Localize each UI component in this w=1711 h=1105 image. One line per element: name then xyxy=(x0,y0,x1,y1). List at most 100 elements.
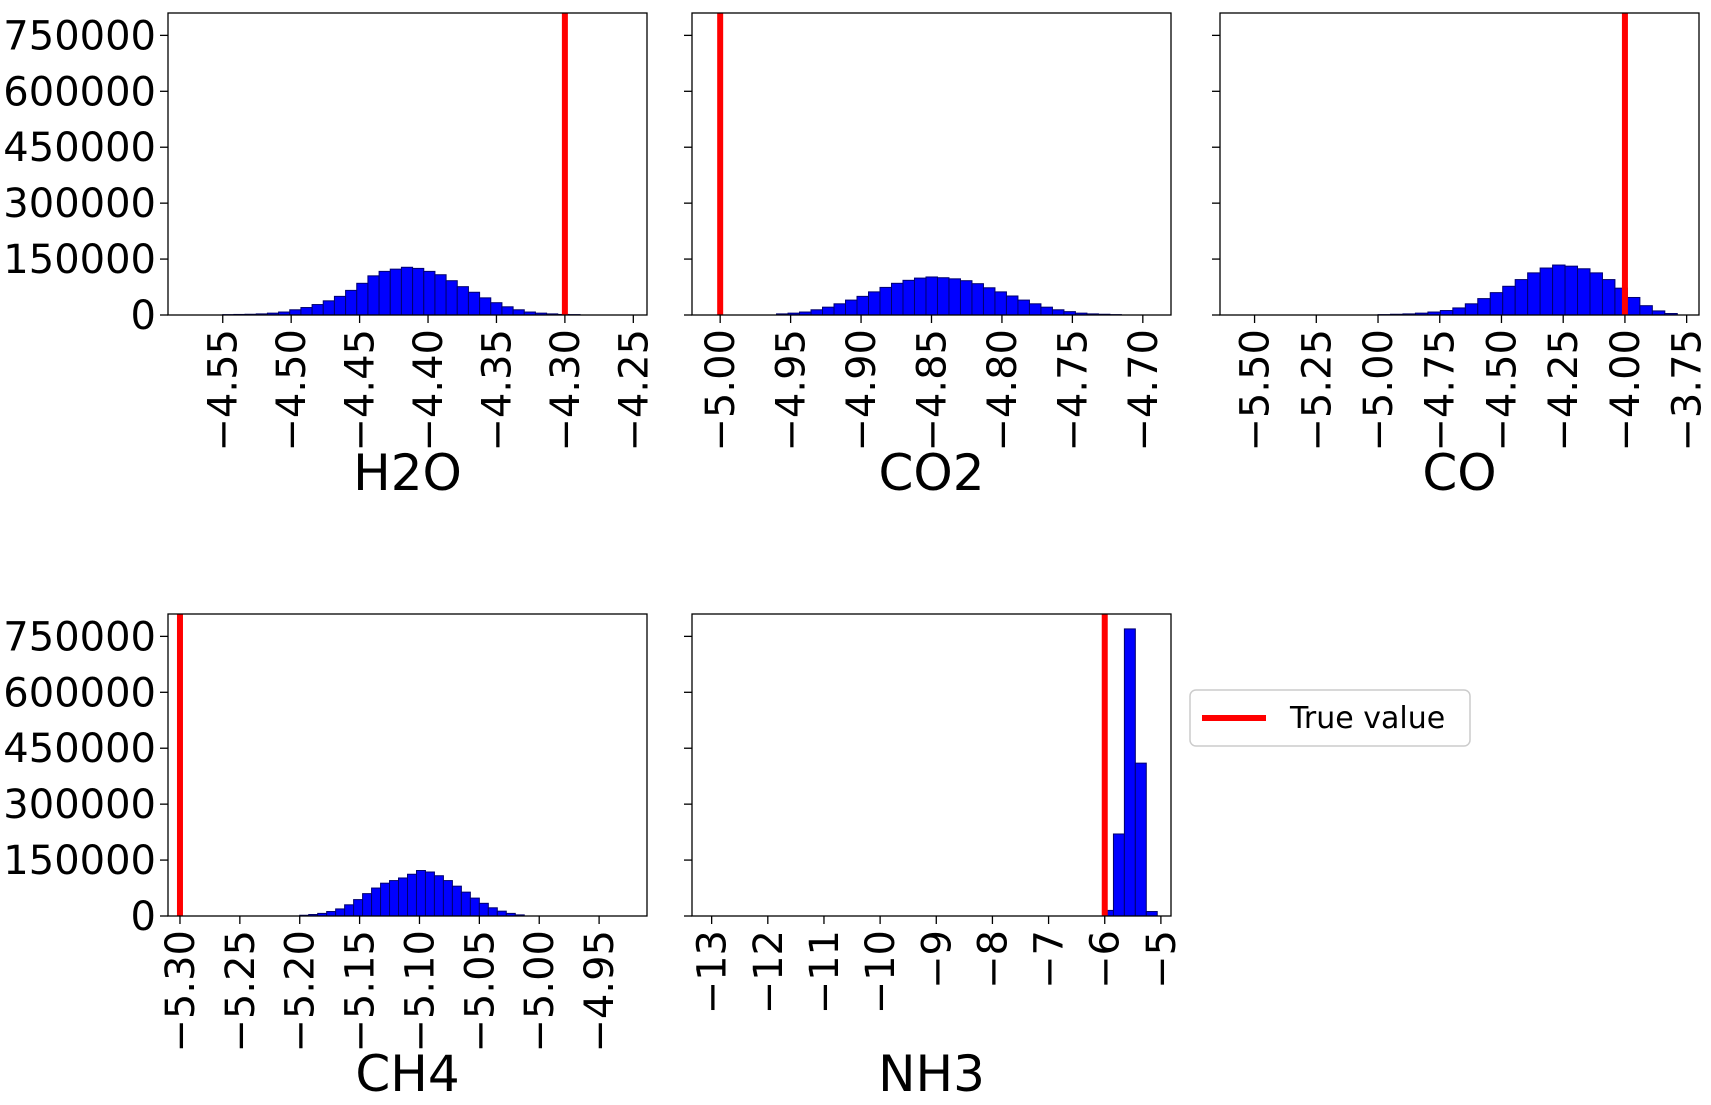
histogram-bar xyxy=(948,278,961,316)
histogram-co xyxy=(1377,264,1678,316)
x-tick-label: −5.05 xyxy=(457,930,503,1053)
histogram-bar xyxy=(445,280,458,316)
histogram-bar xyxy=(810,309,824,316)
histogram-bar xyxy=(501,306,514,316)
histogram-bar xyxy=(913,277,927,316)
panel-h2o: 0 150000 300000 450000 600000 750000 −4.55 −4.5… xyxy=(3,12,657,502)
y-tick-label: 300000 xyxy=(3,782,156,828)
histogram-bar xyxy=(487,907,498,917)
y-tick-label: 600000 xyxy=(3,670,156,716)
histogram-bar xyxy=(469,897,480,917)
x-tick-label: −4.25 xyxy=(611,329,657,452)
x-tick-label: −3.75 xyxy=(1665,329,1711,452)
x-tick-label: −4.25 xyxy=(1541,329,1587,452)
x-tick-label: −5 xyxy=(1139,930,1185,989)
histogram-bar xyxy=(971,283,984,316)
x-tick-label: −4.75 xyxy=(1050,329,1096,452)
x-tick-label: −4.40 xyxy=(406,329,452,452)
histogram-bar xyxy=(433,875,444,917)
histogram-nh3 xyxy=(1101,628,1158,917)
axes-frame xyxy=(691,613,1172,917)
histogram-bar xyxy=(371,887,382,917)
histogram-bar xyxy=(1626,296,1641,316)
y-tick-label: 450000 xyxy=(3,125,156,171)
x-tick-label: −12 xyxy=(746,930,792,1014)
histogram-bar xyxy=(1112,833,1125,917)
histogram-bar xyxy=(879,286,892,316)
x-tick-label: −4.00 xyxy=(1603,329,1649,452)
histogram-bar xyxy=(1134,762,1147,917)
histogram-bar xyxy=(326,911,337,917)
x-tick-label: −4.55 xyxy=(201,329,247,452)
histogram-co2 xyxy=(776,276,1122,316)
x-tick-label: −11 xyxy=(802,930,848,1014)
histogram-bar xyxy=(1005,295,1019,316)
histogram-bar xyxy=(335,908,346,917)
histogram-h2o xyxy=(222,266,581,316)
histogram-bar xyxy=(1145,911,1158,917)
axes-frame xyxy=(167,12,648,316)
histogram-bar xyxy=(398,877,408,917)
histogram-bar xyxy=(496,910,507,917)
histogram-bar xyxy=(1489,292,1504,316)
histogram-bar xyxy=(856,295,869,316)
x-tick-label: −4.95 xyxy=(577,930,623,1053)
histogram-bar xyxy=(380,882,391,917)
histogram-bar xyxy=(1539,267,1554,316)
x-axis-label: H2O xyxy=(353,444,462,502)
x-tick-label: −4.35 xyxy=(474,329,520,452)
histogram-bar xyxy=(389,880,400,917)
histogram-bar xyxy=(1589,272,1603,316)
histogram-bar xyxy=(311,304,324,316)
axes-frame xyxy=(691,12,1172,316)
histogram-bar xyxy=(467,291,481,316)
histogram-bar xyxy=(822,306,835,316)
histogram-bar xyxy=(994,291,1007,316)
legend: True value xyxy=(1189,689,1471,747)
histogram-ch4 xyxy=(299,870,525,917)
y-tick-label: 750000 xyxy=(3,614,156,660)
histogram-bar xyxy=(890,282,904,316)
y-tick-label: 150000 xyxy=(3,237,156,283)
x-tick-label: −8 xyxy=(970,930,1016,989)
x-tick-label: −4.95 xyxy=(769,329,815,452)
x-tick-label: −13 xyxy=(690,930,736,1014)
legend-box xyxy=(1189,689,1471,747)
histogram-bar xyxy=(512,309,525,316)
histogram-bar xyxy=(344,904,355,917)
x-tick-label: −5.00 xyxy=(1356,329,1402,452)
histogram-bar xyxy=(902,279,915,316)
histogram-bar xyxy=(400,266,414,316)
x-tick-label: −5.25 xyxy=(218,930,264,1053)
histogram-bar xyxy=(1552,264,1566,316)
x-tick-label: −10 xyxy=(858,930,904,1014)
legend-label: True value xyxy=(1289,701,1445,736)
histogram-bar xyxy=(959,280,973,316)
histogram-bar xyxy=(451,885,462,917)
histogram-bar xyxy=(333,295,347,316)
histogram-bar xyxy=(407,873,417,917)
histogram-bar xyxy=(845,299,858,316)
axes-frame xyxy=(1219,12,1700,316)
y-tick-label: 300000 xyxy=(3,181,156,227)
histogram-bar xyxy=(925,276,938,316)
histogram-bar xyxy=(1452,307,1466,316)
x-tick-label: −5.00 xyxy=(517,930,563,1053)
histogram-bar xyxy=(1051,309,1065,316)
histogram-bar xyxy=(456,286,469,316)
y-tick-label: 150000 xyxy=(3,838,156,884)
histogram-bar xyxy=(1017,299,1030,316)
histogram-bar xyxy=(1028,303,1042,316)
histogram-bar xyxy=(982,287,996,316)
histogram-bar xyxy=(490,302,503,316)
y-tick-label: 0 xyxy=(131,293,156,339)
histogram-bar xyxy=(1123,628,1136,917)
x-axis-label: CO xyxy=(1422,444,1496,502)
x-tick-label: −4.30 xyxy=(543,329,589,452)
histogram-bar xyxy=(362,893,373,917)
histogram-bar xyxy=(353,899,364,917)
histogram-bar xyxy=(460,891,471,917)
histogram-bar xyxy=(479,297,492,316)
histogram-bar xyxy=(1477,298,1491,316)
panel-co2: −5.00 −4.95 −4.90 −4.85 −4.80 −4.75 −4.70 CO2 xyxy=(684,12,1172,502)
